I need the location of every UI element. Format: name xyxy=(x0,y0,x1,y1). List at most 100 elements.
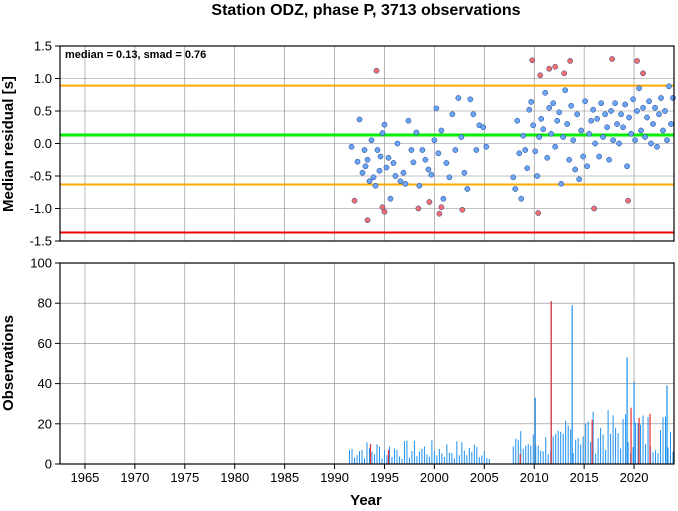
y-tick-label: 20 xyxy=(38,416,52,431)
observation-bar xyxy=(446,444,448,464)
observation-bar xyxy=(456,441,458,464)
inlier-point xyxy=(428,171,435,178)
observation-bar xyxy=(555,433,557,464)
observation-bar xyxy=(398,456,400,464)
observation-bar xyxy=(426,454,428,464)
inlier-point xyxy=(654,143,660,150)
inlier-point xyxy=(480,124,487,131)
observation-peak-bar xyxy=(666,385,668,464)
observation-peak-bar xyxy=(633,381,635,464)
inlier-point xyxy=(379,130,386,136)
observation-bar xyxy=(602,434,604,464)
chart-title: Station ODZ, phase P, 3713 observations xyxy=(211,2,520,19)
inlier-point xyxy=(433,105,440,112)
observation-bar xyxy=(560,431,562,464)
inlier-point xyxy=(534,173,541,179)
inlier-point xyxy=(670,95,676,101)
inlier-point xyxy=(650,121,656,127)
inlier-point xyxy=(370,174,377,181)
observation-bar xyxy=(517,439,519,464)
observation-bar xyxy=(647,417,649,464)
x-tick-label: 1980 xyxy=(220,470,249,485)
observation-bar xyxy=(530,445,532,464)
y-tick-label: 40 xyxy=(38,376,52,391)
observation-bar xyxy=(520,431,522,464)
inlier-point xyxy=(642,134,648,140)
observation-bar xyxy=(466,455,468,464)
inlier-point xyxy=(568,102,575,109)
year-ticks: 1965 1970 1975 1980 1985 1990 1995 2000 2005 2010… xyxy=(70,464,649,485)
reference-lines xyxy=(60,84,674,234)
inlier-point xyxy=(514,117,521,124)
inlier-point xyxy=(410,159,417,166)
inlier-point xyxy=(544,154,551,161)
inlier-point xyxy=(376,167,383,174)
residual-panel: 1.5 1.0 0.5 0.0 -0.5 -1.0 -1.5 median = 0.13, … xyxy=(0,39,676,249)
inlier-point xyxy=(390,160,397,166)
x-tick-label: 2015 xyxy=(570,470,599,485)
inlier-point xyxy=(604,124,610,131)
outlier-point xyxy=(591,205,597,212)
inlier-point xyxy=(562,87,569,94)
outlier-observation-bar xyxy=(630,407,632,464)
observation-bar xyxy=(625,414,627,464)
inlier-point xyxy=(576,176,583,183)
inlier-point xyxy=(381,121,388,128)
observation-bar xyxy=(587,421,589,464)
observation-bar xyxy=(617,433,619,464)
observation-bar xyxy=(585,423,587,464)
observation-bar xyxy=(660,430,662,464)
inlier-point xyxy=(366,178,373,185)
observation-bar xyxy=(600,428,602,464)
observations-frame xyxy=(59,262,675,465)
inlier-point xyxy=(392,173,399,179)
observation-bar xyxy=(421,448,423,464)
inlier-point xyxy=(578,127,585,134)
inlier-point xyxy=(449,111,456,118)
observation-bar xyxy=(476,446,478,464)
observation-bar xyxy=(552,436,554,464)
observation-bar xyxy=(635,422,637,464)
x-tick-label: 2005 xyxy=(470,470,499,485)
inlier-point xyxy=(470,111,477,118)
inlier-point xyxy=(634,108,640,114)
inlier-point xyxy=(431,137,438,144)
x-tick-label: 1985 xyxy=(270,470,299,485)
inlier-point xyxy=(443,160,450,166)
inlier-point xyxy=(656,111,662,118)
outlier-observation-bar xyxy=(519,453,521,464)
observation-bar xyxy=(351,448,353,464)
outlier-point xyxy=(351,197,358,204)
outlier-point xyxy=(373,67,380,74)
observations-y-label: Observations xyxy=(0,315,17,411)
observation-bar xyxy=(416,456,418,464)
observation-bar xyxy=(486,458,488,464)
outlier-point xyxy=(546,65,553,72)
observation-bar xyxy=(368,448,370,464)
observation-bar xyxy=(645,443,647,464)
observation-bar xyxy=(537,445,539,464)
x-tick-label: 1995 xyxy=(370,470,399,485)
inlier-point xyxy=(524,165,531,172)
inlier-point xyxy=(359,169,366,176)
inlier-point xyxy=(558,180,565,187)
inlier-point xyxy=(652,104,658,111)
observation-bar xyxy=(349,450,351,464)
residual-y-label: Median residual [s] xyxy=(0,76,17,212)
outlier-point xyxy=(381,208,388,215)
observation-bar xyxy=(451,452,453,464)
inlier-point xyxy=(512,186,519,192)
inlier-point xyxy=(354,158,361,165)
observation-bar xyxy=(364,458,366,464)
x-tick-label: 2020 xyxy=(620,470,649,485)
inlier-point xyxy=(538,115,545,122)
inlier-point xyxy=(668,121,674,127)
inlier-point xyxy=(582,98,588,105)
outlier-point xyxy=(634,58,640,64)
x-tick-label: 2000 xyxy=(420,470,449,485)
observation-bar xyxy=(570,429,572,464)
y-tick-label: 1.0 xyxy=(34,71,52,86)
inlier-point xyxy=(520,132,527,139)
observation-bar xyxy=(423,446,425,464)
inlier-point xyxy=(598,100,604,107)
